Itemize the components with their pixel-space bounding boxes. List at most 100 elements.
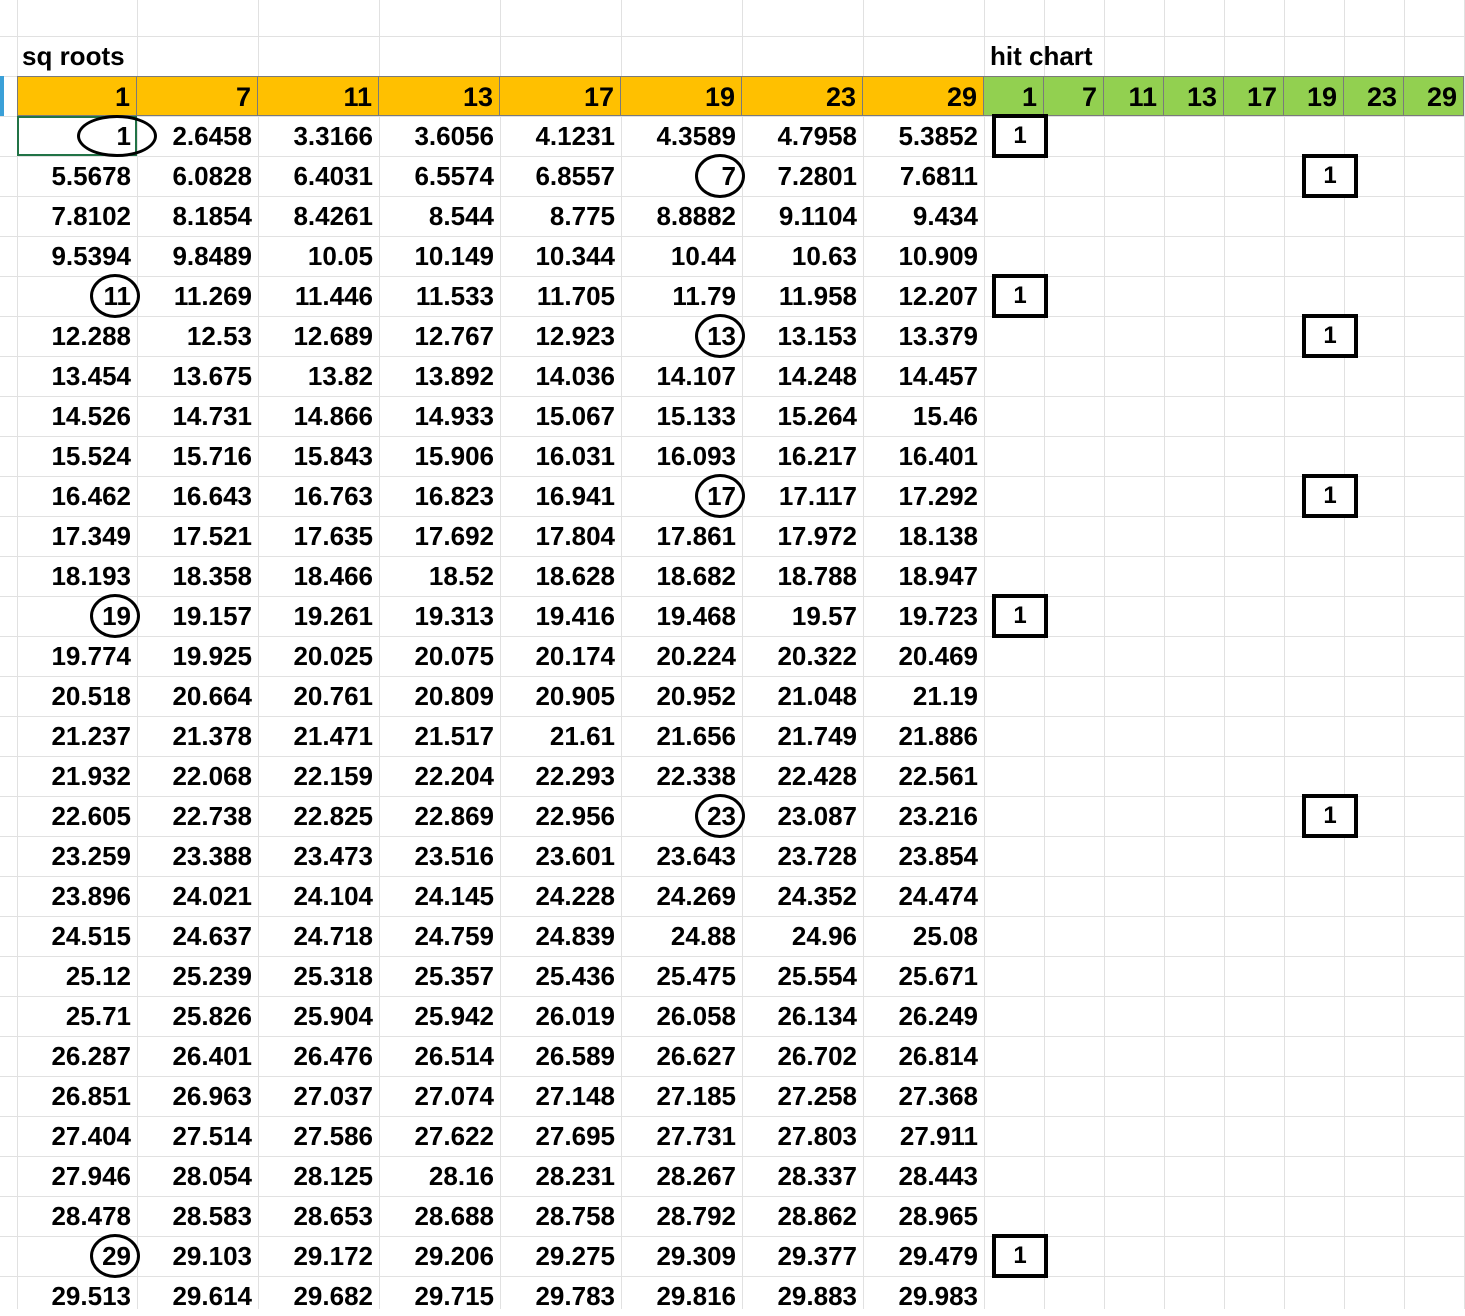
sq-root-cell[interactable]: 9.5394: [51, 241, 131, 271]
sq-root-cell[interactable]: 22.293: [535, 761, 615, 791]
sq-root-cell[interactable]: 21.749: [777, 721, 857, 751]
sq-root-cell[interactable]: 17.349: [51, 521, 131, 551]
sq-root-cell[interactable]: 11.79: [672, 281, 736, 311]
sq-root-cell[interactable]: 15.524: [51, 441, 131, 471]
sq-root-cell[interactable]: 22.068: [172, 761, 252, 791]
sq-root-cell[interactable]: 25.671: [898, 961, 978, 991]
sq-root-cell[interactable]: 27.148: [535, 1081, 615, 1111]
sq-root-cell[interactable]: 10.44: [670, 241, 736, 271]
sq-root-cell[interactable]: 17: [707, 481, 736, 511]
sq-root-cell[interactable]: 14.526: [51, 401, 131, 431]
sq-root-cell[interactable]: 17.635: [293, 521, 373, 551]
sq-root-cell[interactable]: 12.288: [51, 321, 131, 351]
sq-root-cell[interactable]: 11.446: [294, 281, 373, 311]
sq-root-cell[interactable]: 12.689: [293, 321, 373, 351]
sq-root-cell[interactable]: 27.404: [51, 1121, 131, 1151]
sq-root-cell[interactable]: 24.718: [293, 921, 373, 951]
sq-root-cell[interactable]: 23.854: [898, 841, 978, 871]
sq-root-cell[interactable]: 20.224: [656, 641, 736, 671]
sq-root-cell[interactable]: 13.82: [307, 361, 373, 391]
sq-root-cell[interactable]: 9.1104: [778, 201, 857, 231]
sq-root-cell[interactable]: 28.16: [428, 1161, 494, 1191]
sq-root-cell[interactable]: 29.816: [656, 1281, 736, 1311]
sq-root-cell[interactable]: 28.125: [293, 1161, 373, 1191]
sq-root-cell[interactable]: 19.925: [172, 641, 252, 671]
sq-header-cell[interactable]: 23: [742, 76, 863, 116]
sq-root-cell[interactable]: 17.861: [656, 521, 736, 551]
sq-root-cell[interactable]: 15.067: [535, 401, 615, 431]
sq-root-cell[interactable]: 25.475: [656, 961, 736, 991]
sq-root-cell[interactable]: 25.12: [65, 961, 131, 991]
sq-root-cell[interactable]: 29: [102, 1241, 131, 1271]
sq-root-cell[interactable]: 27.731: [656, 1121, 736, 1151]
sq-root-cell[interactable]: 24.96: [791, 921, 857, 951]
sq-header-cell[interactable]: 11: [258, 76, 379, 116]
sq-root-cell[interactable]: 22.428: [777, 761, 857, 791]
sq-root-cell[interactable]: 28.267: [656, 1161, 736, 1191]
hit-header-cell[interactable]: 1: [984, 76, 1044, 116]
sq-root-cell[interactable]: 28.478: [51, 1201, 131, 1231]
sq-root-cell[interactable]: 20.952: [656, 681, 736, 711]
sq-root-cell[interactable]: 24.759: [414, 921, 494, 951]
sq-header-cell[interactable]: 19: [621, 76, 742, 116]
sq-root-cell[interactable]: 18.788: [777, 561, 857, 591]
sq-root-cell[interactable]: 3.3166: [293, 121, 373, 151]
sq-root-cell[interactable]: 23.643: [656, 841, 736, 871]
sq-root-cell[interactable]: 21.932: [51, 761, 131, 791]
sq-root-cell[interactable]: 26.019: [535, 1001, 615, 1031]
sq-root-cell[interactable]: 29.103: [172, 1241, 252, 1271]
sq-root-cell[interactable]: 27.185: [656, 1081, 736, 1111]
sq-root-cell[interactable]: 29.206: [414, 1241, 494, 1271]
sq-root-cell[interactable]: 25.904: [293, 1001, 373, 1031]
sq-root-cell[interactable]: 4.3589: [656, 121, 736, 151]
sq-root-cell[interactable]: 21.471: [293, 721, 373, 751]
sq-root-cell[interactable]: 25.08: [912, 921, 978, 951]
hit-marker-box[interactable]: 1: [1302, 794, 1358, 838]
sq-root-cell[interactable]: 29.479: [898, 1241, 978, 1271]
sq-root-cell[interactable]: 26.287: [51, 1041, 131, 1071]
sq-root-cell[interactable]: 25.554: [777, 961, 857, 991]
sq-root-cell[interactable]: 17.292: [898, 481, 978, 511]
sq-root-cell[interactable]: 26.249: [898, 1001, 978, 1031]
sq-root-cell[interactable]: 24.352: [777, 881, 857, 911]
sq-root-cell[interactable]: 24.269: [656, 881, 736, 911]
sq-root-cell[interactable]: 21.886: [898, 721, 978, 751]
sq-root-cell[interactable]: 26.814: [898, 1041, 978, 1071]
sq-root-cell[interactable]: 24.515: [51, 921, 131, 951]
sq-root-cell[interactable]: 6.8557: [535, 161, 615, 191]
sq-root-cell[interactable]: 24.021: [172, 881, 252, 911]
sq-root-cell[interactable]: 23.728: [777, 841, 857, 871]
sq-root-cell[interactable]: 6.4031: [293, 161, 373, 191]
sq-root-cell[interactable]: 18.358: [172, 561, 252, 591]
sq-root-cell[interactable]: 26.627: [656, 1041, 736, 1071]
sq-root-cell[interactable]: 26.851: [51, 1081, 131, 1111]
sq-root-cell[interactable]: 26.058: [656, 1001, 736, 1031]
sq-root-cell[interactable]: 9.8489: [172, 241, 252, 271]
sq-root-cell[interactable]: 24.637: [172, 921, 252, 951]
sq-header-cell[interactable]: 13: [379, 76, 500, 116]
sq-root-cell[interactable]: 11.705: [536, 281, 615, 311]
sq-root-cell[interactable]: 16.031: [535, 441, 615, 471]
hit-marker-box[interactable]: 1: [1302, 154, 1358, 198]
sq-root-cell[interactable]: 25.239: [172, 961, 252, 991]
sq-root-cell[interactable]: 13.675: [172, 361, 252, 391]
sq-root-cell[interactable]: 25.318: [293, 961, 373, 991]
sq-root-cell[interactable]: 22.956: [535, 801, 615, 831]
sq-root-cell[interactable]: 26.476: [293, 1041, 373, 1071]
sq-root-cell[interactable]: 24.145: [414, 881, 494, 911]
sq-root-cell[interactable]: 27.586: [293, 1121, 373, 1151]
sq-root-cell[interactable]: 18.947: [898, 561, 978, 591]
sq-root-cell[interactable]: 23.896: [51, 881, 131, 911]
sq-root-cell[interactable]: 21.517: [414, 721, 494, 751]
sq-root-cell[interactable]: 7.8102: [51, 201, 131, 231]
sq-root-cell[interactable]: 23.087: [777, 801, 857, 831]
sq-root-cell[interactable]: 25.71: [65, 1001, 131, 1031]
sq-root-cell[interactable]: 7.2801: [777, 161, 857, 191]
sq-root-cell[interactable]: 16.823: [414, 481, 494, 511]
sq-root-cell[interactable]: 19.57: [791, 601, 857, 631]
sq-root-cell[interactable]: 26.401: [172, 1041, 252, 1071]
sq-root-cell[interactable]: 15.843: [293, 441, 373, 471]
sq-root-cell[interactable]: 29.614: [172, 1281, 252, 1311]
sq-root-cell[interactable]: 28.054: [172, 1161, 252, 1191]
sq-root-cell[interactable]: 12.923: [535, 321, 615, 351]
